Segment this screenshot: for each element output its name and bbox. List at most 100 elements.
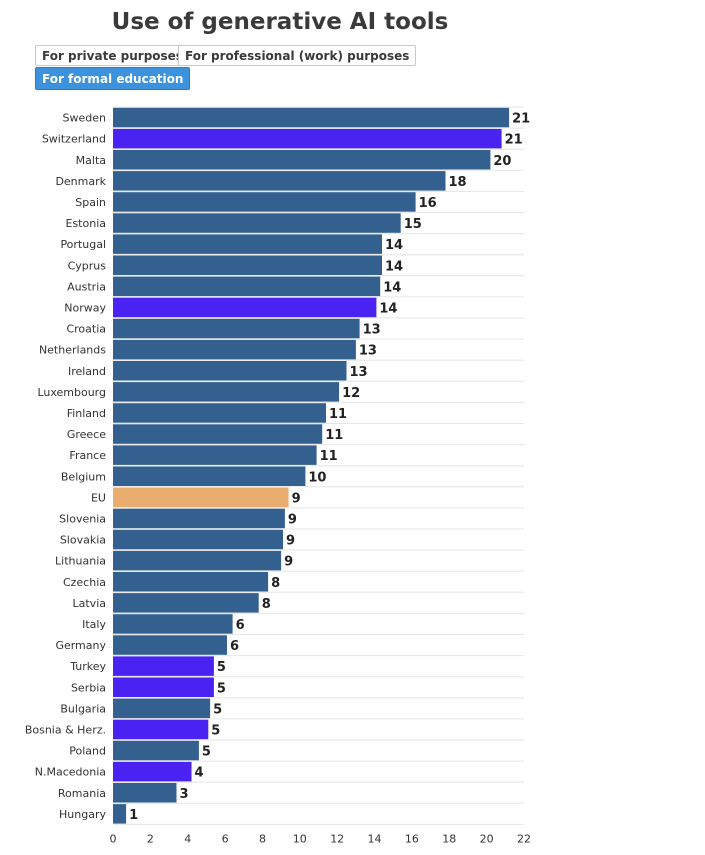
bar <box>113 382 340 402</box>
bar <box>113 445 317 465</box>
category-label: Sweden <box>63 112 106 125</box>
tab-formal-education[interactable]: For formal education <box>35 67 191 90</box>
category-label: Slovenia <box>59 513 106 526</box>
bar <box>113 171 446 191</box>
x-tick-label: 18 <box>442 832 456 845</box>
category-label: Bulgaria <box>60 702 106 715</box>
bar <box>113 339 356 360</box>
category-label: Belgium <box>61 470 106 483</box>
category-label: EU <box>91 491 106 504</box>
value-label: 9 <box>286 534 295 549</box>
bar <box>113 656 214 676</box>
bar <box>113 761 192 782</box>
value-label: 14 <box>379 301 397 316</box>
bar <box>113 107 510 128</box>
value-label: 15 <box>404 217 422 232</box>
value-label: 14 <box>385 259 403 274</box>
value-label: 21 <box>505 133 523 148</box>
category-label: Ireland <box>68 365 106 378</box>
bar <box>113 128 502 149</box>
category-label: Serbia <box>71 681 106 694</box>
category-label: Austria <box>67 280 106 293</box>
x-tick-label: 16 <box>405 832 419 845</box>
bar <box>113 466 306 486</box>
value-label: 6 <box>236 618 245 633</box>
category-label: Germany <box>55 639 106 652</box>
bar <box>113 487 289 508</box>
x-tick-label: 4 <box>184 832 191 845</box>
category-label: Estonia <box>66 217 107 230</box>
category-label: Malta <box>76 154 106 167</box>
bar <box>113 614 233 634</box>
category-label: Cyprus <box>68 259 107 272</box>
value-label: 9 <box>288 513 297 528</box>
category-label: Bosnia & Herz. <box>25 724 106 737</box>
x-tick-label: 12 <box>330 832 344 845</box>
bar <box>113 150 491 170</box>
value-label: 8 <box>262 597 271 612</box>
bar <box>113 783 177 803</box>
category-label: France <box>69 449 106 462</box>
x-tick-label: 20 <box>480 832 494 845</box>
value-label: 13 <box>363 323 381 338</box>
value-label: 4 <box>195 766 204 781</box>
bar <box>113 677 214 697</box>
value-label: 16 <box>419 196 437 211</box>
category-label: Czechia <box>63 576 106 589</box>
category-label: Hungary <box>59 808 106 821</box>
value-label: 11 <box>325 428 343 443</box>
bar <box>113 403 326 423</box>
bar <box>113 297 377 318</box>
category-label: Latvia <box>73 597 107 610</box>
category-label: Netherlands <box>39 344 106 357</box>
value-label: 5 <box>211 724 220 739</box>
value-label: 10 <box>308 470 326 485</box>
value-label: 5 <box>213 702 222 717</box>
bar <box>113 572 269 592</box>
bar <box>113 192 416 212</box>
bar <box>113 740 199 761</box>
bar <box>113 318 360 339</box>
x-tick-label: 6 <box>222 832 229 845</box>
category-label: Switzerland <box>42 133 106 146</box>
value-label: 8 <box>271 576 280 591</box>
x-tick-label: 10 <box>293 832 307 845</box>
x-tick-label: 8 <box>259 832 266 845</box>
value-label: 5 <box>217 681 226 696</box>
category-label: Romania <box>58 787 106 800</box>
category-label: Italy <box>82 618 106 631</box>
category-label: Lithuania <box>55 555 106 568</box>
value-label: 1 <box>129 808 138 823</box>
category-label: Norway <box>64 301 106 314</box>
value-label: 13 <box>359 344 377 359</box>
bar <box>113 508 285 529</box>
value-label: 12 <box>342 386 360 401</box>
value-label: 9 <box>292 491 301 506</box>
value-label: 14 <box>385 238 403 253</box>
x-tick-label: 0 <box>110 832 117 845</box>
category-label: Slovakia <box>60 534 106 547</box>
category-label: Luxembourg <box>37 386 106 399</box>
bar <box>113 719 209 740</box>
category-label: Portugal <box>60 238 106 251</box>
value-label: 20 <box>493 154 511 169</box>
bar <box>113 234 382 254</box>
bar <box>113 804 127 824</box>
tab-professional-purposes[interactable]: For professional (work) purposes <box>178 45 417 66</box>
bar <box>113 635 227 655</box>
category-label: Poland <box>69 745 106 758</box>
value-label: 18 <box>449 175 467 190</box>
category-label: Greece <box>67 428 106 441</box>
bar <box>113 550 282 571</box>
bar <box>113 361 347 381</box>
value-label: 5 <box>202 745 211 760</box>
bar <box>113 424 323 444</box>
value-label: 13 <box>350 365 368 380</box>
value-label: 14 <box>383 280 401 295</box>
x-tick-label: 22 <box>517 832 531 845</box>
value-label: 11 <box>329 407 347 422</box>
category-label: Denmark <box>55 175 106 188</box>
bar <box>113 276 381 297</box>
category-label: N.Macedonia <box>35 766 106 779</box>
bar <box>113 255 382 275</box>
